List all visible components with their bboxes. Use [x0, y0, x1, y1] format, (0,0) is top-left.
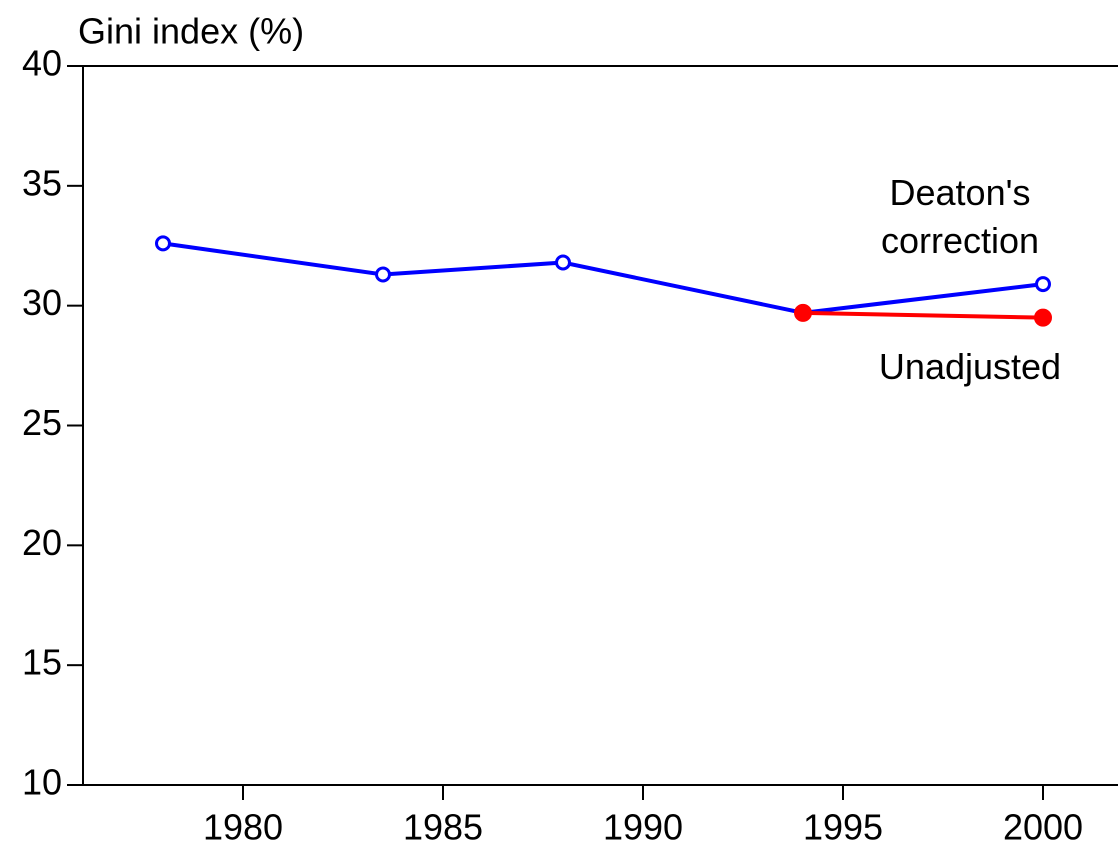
data-point [555, 254, 571, 271]
data-point [155, 235, 171, 252]
x-tick-label: 1990 [603, 807, 683, 848]
data-point [375, 266, 391, 283]
x-tick-label: 1980 [203, 807, 283, 848]
data-point [1035, 276, 1051, 293]
data-point [1034, 308, 1052, 327]
y-axis-label: Gini index (%) [78, 11, 304, 52]
series-label: Unadjusted [878, 346, 1062, 387]
y-tick-label: 15 [22, 642, 62, 683]
x-tick-label: 1995 [803, 807, 883, 848]
y-tick-label: 40 [22, 43, 62, 84]
series-label: Deaton's correction [880, 172, 1040, 261]
y-tick-label: 30 [22, 282, 62, 323]
y-tick-label: 10 [22, 762, 62, 803]
y-tick-label: 20 [22, 522, 62, 563]
data-point [794, 303, 812, 322]
x-tick-label: 2000 [1003, 807, 1083, 848]
series-line [802, 310, 1044, 320]
y-tick-label: 25 [22, 402, 62, 443]
x-tick-label: 1985 [403, 807, 483, 848]
y-tick-label: 35 [22, 162, 62, 203]
